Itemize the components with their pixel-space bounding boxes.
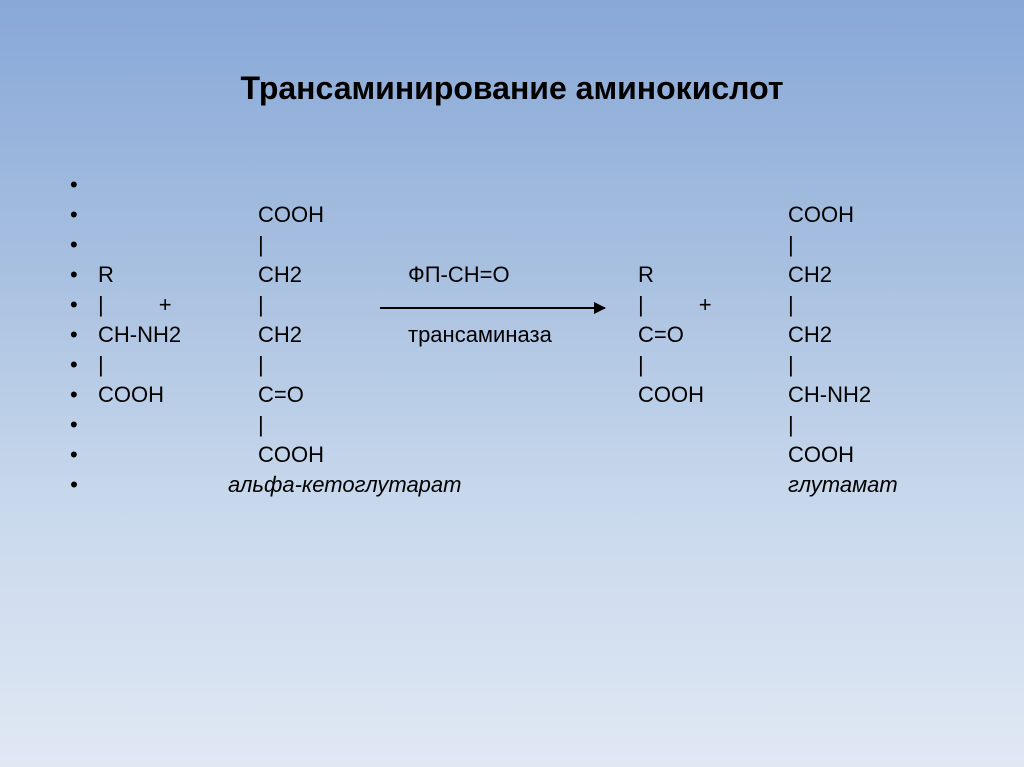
formula-cell: | + (98, 294, 172, 316)
formula-cell: R (638, 264, 654, 286)
formula-cell: CH-NH2 (98, 324, 181, 346)
content-row: •COOHC=OCOOHCH-NH2 (70, 380, 98, 410)
formula-cell: | (638, 354, 644, 376)
bullet-icon: • (70, 414, 98, 436)
content-row: •альфа-кетоглутаратглутамат (70, 470, 98, 500)
content-row: •|| (70, 410, 98, 440)
formula-cell: | (258, 294, 264, 316)
bullet-icon: • (70, 474, 98, 496)
formula-cell: R (98, 264, 114, 286)
content-row: • (70, 170, 98, 200)
formula-cell: | (788, 354, 794, 376)
formula-cell: COOH (638, 384, 704, 406)
formula-cell: | (788, 414, 794, 436)
formula-cell: CH2 (788, 324, 832, 346)
bullet-icon: • (70, 294, 98, 316)
bullet-icon: • (70, 234, 98, 256)
bullet-icon: • (70, 354, 98, 376)
formula-cell: COOH (98, 384, 164, 406)
formula-cell: C=O (258, 384, 304, 406)
formula-cell: COOH (788, 444, 854, 466)
slide: Трансаминирование аминокислот ••COOHCOOH… (0, 0, 1024, 767)
formula-cell: COOH (788, 204, 854, 226)
content-row: •| +|| +| (70, 290, 98, 320)
formula-cell: CH-NH2 (788, 384, 871, 406)
formula-cell: альфа-кетоглутарат (228, 474, 461, 496)
content-row: •COOHCOOH (70, 440, 98, 470)
content-row: •|| (70, 230, 98, 260)
formula-cell: | (258, 354, 264, 376)
formula-cell: COOH (258, 204, 324, 226)
bullet-icon: • (70, 174, 98, 196)
formula-cell: ФП-CH=O (408, 264, 510, 286)
slide-title: Трансаминирование аминокислот (0, 0, 1024, 107)
formula-cell: | (788, 294, 794, 316)
formula-cell: трансаминаза (408, 324, 552, 346)
formula-cell: CH2 (788, 264, 832, 286)
formula-cell: | (258, 234, 264, 256)
formula-cell: CH2 (258, 324, 302, 346)
content-row: •COOHCOOH (70, 200, 98, 230)
formula-cell: | (258, 414, 264, 436)
formula-cell: | + (638, 294, 712, 316)
bullet-icon: • (70, 204, 98, 226)
bullet-icon: • (70, 324, 98, 346)
formula-cell: | (98, 354, 104, 376)
formula-cell: CH2 (258, 264, 302, 286)
content-row: •RCH2ФП-CH=ORCH2 (70, 260, 98, 290)
formula-cell: глутамат (788, 474, 898, 496)
bullet-icon: • (70, 264, 98, 286)
formula-cell: COOH (258, 444, 324, 466)
formula-cell: | (788, 234, 794, 256)
bullet-icon: • (70, 444, 98, 466)
content-row: •|||| (70, 350, 98, 380)
reaction-arrow (380, 307, 605, 309)
formula-cell: C=O (638, 324, 684, 346)
content-row: •CH-NH2CH2трансаминазаC=OCH2 (70, 320, 98, 350)
bullet-icon: • (70, 384, 98, 406)
